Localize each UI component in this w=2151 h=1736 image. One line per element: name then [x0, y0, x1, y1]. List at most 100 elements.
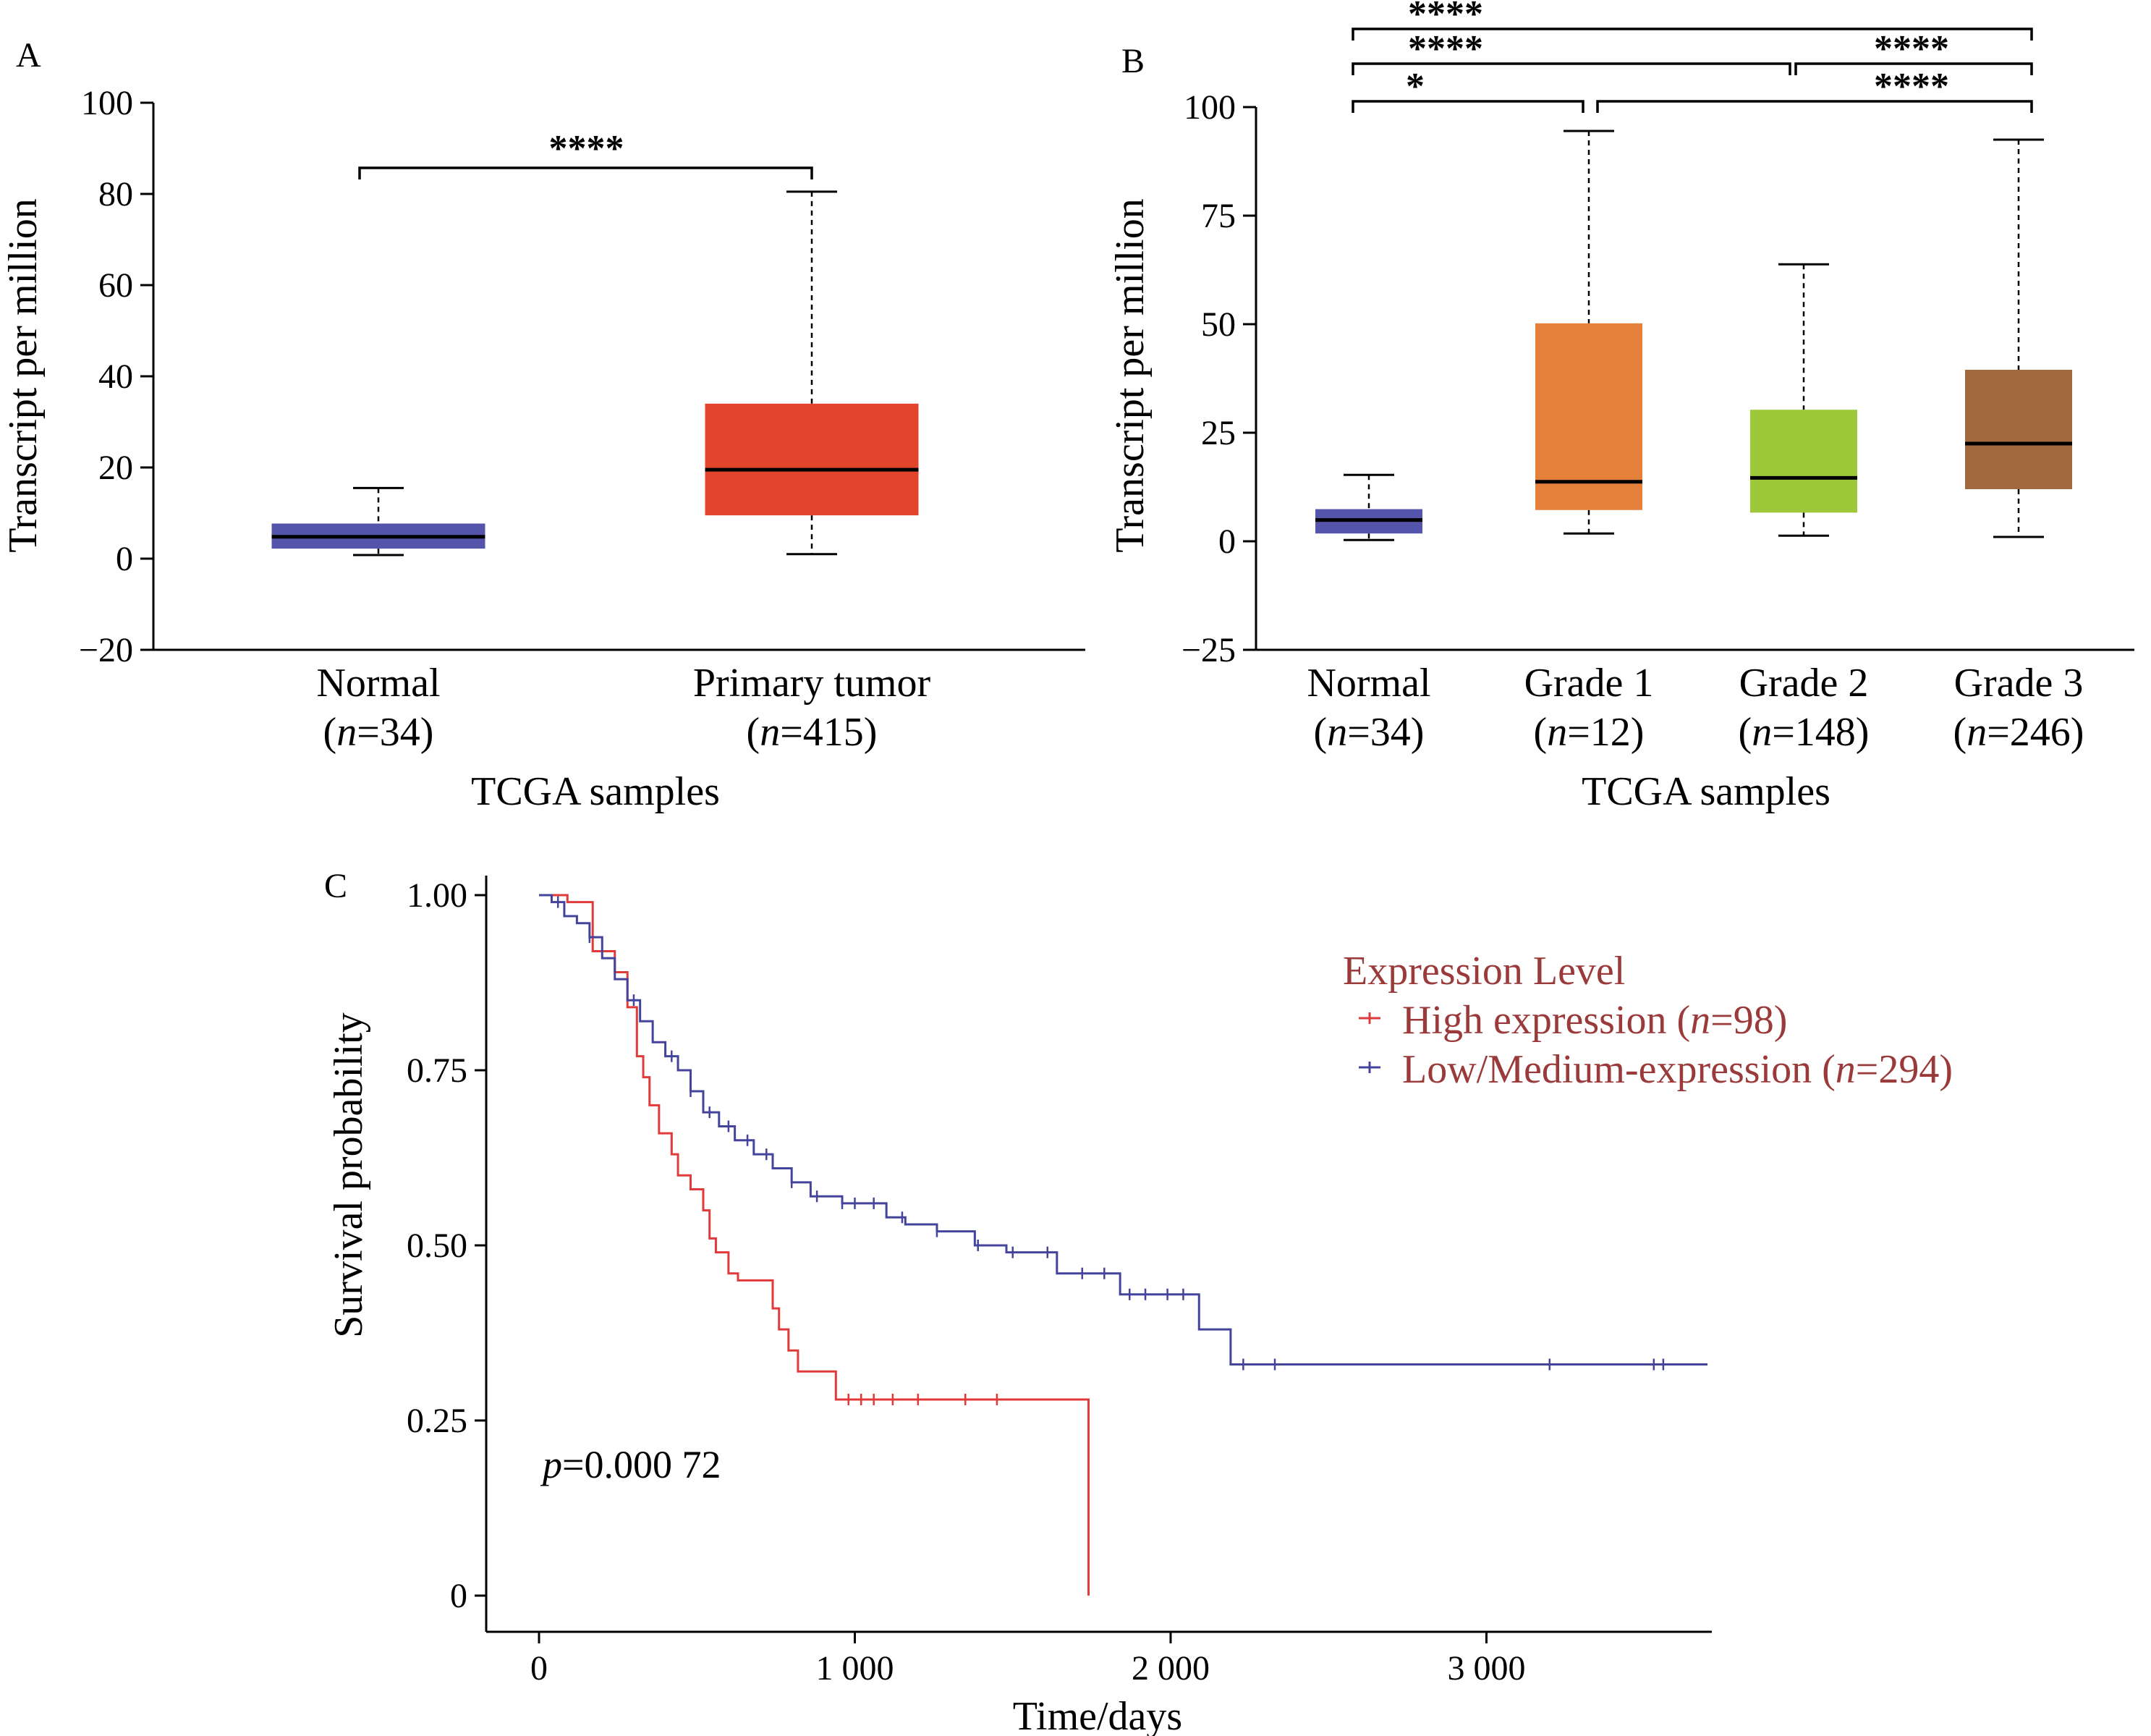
p-value-italic: p	[540, 1443, 562, 1486]
panel-a-y-tick-label: 80	[98, 175, 133, 213]
n-italic: n	[1547, 710, 1567, 755]
panel-letter-c: C	[324, 867, 347, 905]
panel-c-y-tick-label: 0.50	[407, 1227, 467, 1265]
panel-b-sig-bracket	[1352, 100, 1584, 113]
legend-item-low: Low/Medium-expression (n=294)	[1359, 1047, 1953, 1092]
p-value-label: p=0.000 72	[540, 1443, 721, 1486]
legend-item-high: High expression (n=98)	[1359, 998, 1787, 1043]
panel-b-y-axis-title: Transcript per million	[1108, 198, 1153, 552]
panel-b-category-label: Grade 3	[1954, 661, 2084, 706]
n-value: =415)	[780, 710, 877, 755]
panel-c-y-tick-label: 0.25	[407, 1402, 467, 1440]
panel-c-y-tick-label: 0.75	[407, 1051, 467, 1090]
panel-a-y-tick-label: 100	[81, 84, 133, 122]
panel-b-axes: −25 0 25 50 75 100	[1181, 88, 2134, 669]
panel-a-box	[705, 403, 919, 516]
panel-a-y-tick-label: 40	[98, 357, 133, 396]
legend-label-low: Low/Medium-expression (n=294)	[1402, 1047, 1953, 1092]
panel-b-sig-bracket	[1794, 62, 2033, 75]
panel-a-y-tick-label: 0	[116, 540, 133, 578]
paren: (	[1739, 710, 1752, 755]
legend-title: Expression Level	[1343, 949, 1625, 994]
panel-b-sig-label: ****	[1874, 66, 1949, 107]
panel-a-category-label: Primary tumor	[693, 661, 931, 706]
panel-a-x-axis-title: TCGA samples	[471, 769, 720, 814]
panel-a-category-n-label: (n=415)	[747, 710, 878, 755]
legend-low-n-italic: n	[1836, 1047, 1856, 1092]
km-curve-low	[539, 894, 1707, 1366]
legend-low-n: =294)	[1856, 1047, 1953, 1092]
panel-b-category-n-label: (n=34)	[1314, 710, 1425, 755]
panel-b-sig-label: ****	[1874, 28, 1949, 69]
legend-high-n-italic: n	[1690, 998, 1710, 1043]
legend: Expression Level High expression (n=98) …	[1343, 949, 1953, 1092]
panel-a-y-tick-label: −20	[79, 631, 133, 669]
panel-c-axes: 0 0.25 0.50 0.75 1.00 0 1 000 2 000 3 000	[407, 876, 1712, 1688]
legend-high-pre: High expression (	[1402, 998, 1690, 1043]
panel-b-y-tick-label: −25	[1181, 631, 1236, 669]
panel-c: C 0 0.25 0.50 0.75 1.00 0 1 000 2 000 3 000 Surv…	[324, 867, 1953, 1736]
panel-b-y-tick-label: 0	[1218, 522, 1236, 561]
panel-c-y-tick-label: 0	[450, 1577, 467, 1615]
paren: (	[1314, 710, 1328, 755]
panel-b-sig-bracket	[1352, 27, 2033, 41]
panel-c-curves	[539, 894, 1707, 1596]
panel-letter-a: A	[16, 36, 41, 75]
panel-a-category-n-label: (n=34)	[323, 710, 434, 755]
legend-high-n: =98)	[1710, 998, 1787, 1043]
panel-c-x-tick-label: 3 000	[1447, 1649, 1525, 1688]
panel-c-x-tick-label: 0	[530, 1649, 548, 1688]
panel-b-x-axis-title: TCGA samples	[1582, 769, 1830, 814]
n-value: =148)	[1772, 710, 1869, 755]
panel-b-y-tick-label: 25	[1201, 414, 1236, 452]
panel-b-box	[1535, 323, 1642, 510]
panel-b-boxes: Normal(n=34)Grade 1(n=12)Grade 2(n=148)G…	[1307, 130, 2084, 755]
panel-c-x-tick-label: 1 000	[815, 1649, 894, 1688]
panel-a-y-axis-title: Transcript per million	[1, 198, 46, 552]
panel-a-sig-label: ****	[549, 128, 624, 169]
panel-a-y-tick-label: 20	[98, 449, 133, 487]
panel-b-box	[1750, 410, 1857, 513]
n-value: =246)	[1987, 710, 2084, 755]
n-value: =12)	[1567, 710, 1644, 755]
panel-b-category-label: Grade 1	[1524, 661, 1654, 706]
panel-letter-b: B	[1121, 42, 1145, 80]
panel-c-x-tick-label: 2 000	[1132, 1649, 1210, 1688]
paren: (	[1953, 710, 1967, 755]
panel-b-category-label: Normal	[1307, 661, 1430, 706]
n-italic: n	[336, 710, 357, 755]
panel-b-sig-bracket	[1352, 62, 1791, 75]
panel-c-y-axis-title: Survival probability	[326, 1012, 371, 1338]
panel-c-y-tick-label: 1.00	[407, 876, 467, 915]
panel-b-sig-label: ****	[1408, 0, 1483, 35]
n-value: =34)	[1347, 710, 1424, 755]
p-value-number: =0.000 72	[562, 1443, 721, 1486]
panel-b-category-n-label: (n=246)	[1953, 710, 2084, 755]
panel-b-sig-bracket	[1596, 100, 2033, 113]
panel-b-y-tick-label: 100	[1184, 88, 1236, 127]
panel-a-boxes: Normal(n=34) Primary tumor(n=415)	[271, 190, 931, 755]
legend-label-high: High expression (n=98)	[1402, 998, 1787, 1043]
panel-b-category-label: Grade 2	[1739, 661, 1869, 706]
panel-b-y-tick-label: 50	[1201, 305, 1236, 344]
panel-b-sig-label: *	[1406, 66, 1425, 107]
n-value: =34)	[357, 710, 433, 755]
panel-a-axes: −20 0 20 40 60 80 100	[79, 84, 1085, 669]
paren: (	[1534, 710, 1548, 755]
panel-a-category-label: Normal	[316, 661, 440, 706]
panel-b-sig-label: ****	[1408, 28, 1483, 69]
n-italic: n	[1752, 710, 1772, 755]
n-italic: n	[1327, 710, 1347, 755]
panel-c-x-axis-title: Time/days	[1013, 1694, 1182, 1736]
panel-a-sig-bracket	[358, 166, 813, 179]
panel-b-category-n-label: (n=148)	[1739, 710, 1870, 755]
panel-b-category-n-label: (n=12)	[1534, 710, 1645, 755]
n-italic: n	[760, 710, 780, 755]
n-italic: n	[1967, 710, 1987, 755]
panel-b-significance: ******** ***** ****	[1352, 0, 2033, 113]
panel-b-y-tick-label: 75	[1201, 197, 1236, 235]
panel-a-significance: ****	[358, 128, 813, 179]
